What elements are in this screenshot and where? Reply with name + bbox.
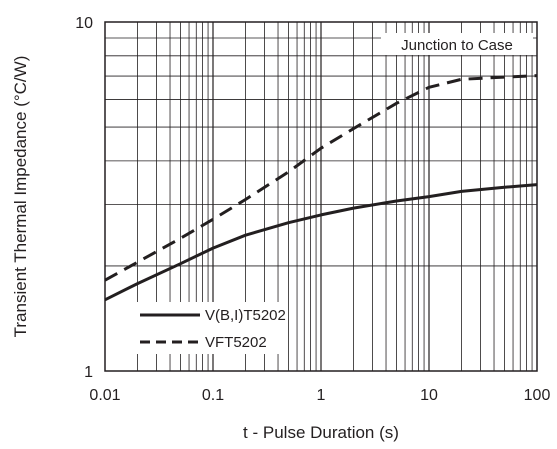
series-line-vft5202	[104, 74, 538, 282]
legend: V(B,I)T5202 VFT5202	[132, 302, 287, 354]
legend-label-v-b-i-t5202: V(B,I)T5202	[205, 307, 286, 324]
series-layer	[104, 74, 538, 302]
y-tick-label: 1	[84, 364, 93, 381]
tick-labels: 0.01 0.1 1 10 100 1 10	[75, 15, 550, 404]
x-tick-label: 1	[317, 387, 326, 404]
x-tick-label: 0.1	[202, 387, 224, 404]
legend-label-vft5202: VFT5202	[205, 334, 267, 351]
x-axis-label: t - Pulse Duration (s)	[243, 423, 399, 442]
annotation-background	[381, 33, 533, 55]
annotation-text: Junction to Case	[401, 37, 513, 54]
x-tick-label: 100	[524, 387, 551, 404]
y-tick-label: 10	[75, 15, 93, 32]
x-tick-label: 10	[420, 387, 438, 404]
y-axis-label: Transient Thermal Impedance (°C/W)	[11, 56, 30, 338]
plot-frame	[104, 21, 538, 372]
annotation-junction-to-case: Junction to Case	[381, 33, 533, 55]
series-line-v-b-i-t5202	[104, 183, 538, 302]
x-tick-label: 0.01	[89, 387, 120, 404]
grid	[105, 22, 537, 371]
legend-background	[132, 302, 287, 354]
